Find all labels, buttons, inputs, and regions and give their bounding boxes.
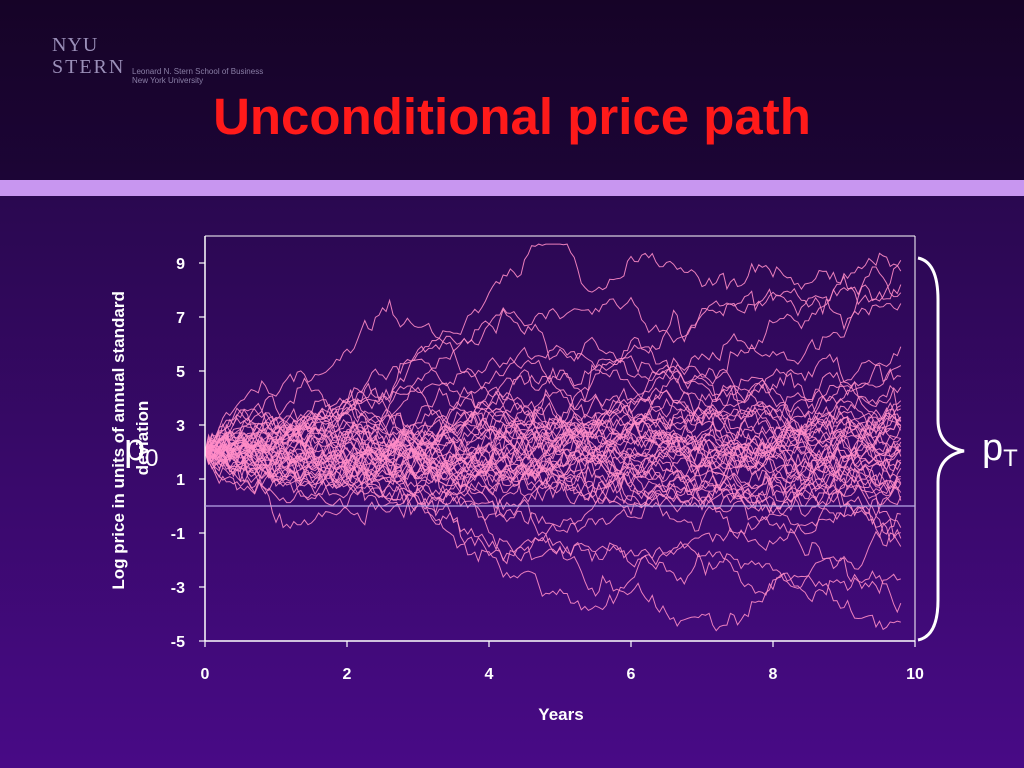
x-axis-ticks: 0 2 4 6 8 10 [201, 641, 924, 683]
y-axis-label: Log price in units of annual standard de… [109, 286, 152, 589]
y-tick-label: 9 [176, 256, 185, 273]
chart-frame [204, 235, 916, 642]
slide-title: Unconditional price path [213, 88, 811, 145]
price-path [204, 451, 901, 631]
school-name: Leonard N. Stern School of Business New … [132, 67, 263, 85]
x-tick-label: 2 [343, 666, 352, 683]
price-path [204, 429, 902, 530]
logo-nyu: NYU [52, 34, 99, 56]
price-path [204, 384, 902, 484]
pT-label: pT [982, 428, 1018, 479]
y-tick-label: 7 [176, 310, 185, 327]
p0-letter: p [124, 427, 146, 469]
price-path [204, 404, 902, 494]
x-tick-label: 0 [201, 666, 210, 683]
price-path [204, 408, 902, 487]
y-axis-ticks: -5 -3 -1 1 3 5 7 9 [171, 256, 205, 651]
price-path [204, 353, 902, 486]
price-path [204, 422, 902, 547]
nyu-stern-logo: NYU STERN Leonard N. Stern School of Bus… [52, 34, 292, 90]
y-tick-label: 1 [176, 472, 185, 489]
price-path [204, 387, 902, 488]
p0-label: p0 [124, 428, 159, 479]
x-axis-label: Years [538, 705, 583, 724]
price-path [204, 368, 902, 484]
x-tick-label: 6 [627, 666, 636, 683]
header-divider-band [0, 180, 1024, 196]
pT-letter: p [982, 427, 1004, 469]
price-path [204, 303, 902, 468]
price-path [204, 412, 902, 535]
x-tick-label: 4 [485, 666, 494, 683]
y-tick-label: 5 [176, 364, 185, 381]
y-tick-label: -5 [171, 634, 185, 651]
price-path [204, 405, 902, 499]
x-tick-label: 8 [769, 666, 778, 683]
price-path [204, 420, 902, 499]
price-path [204, 365, 902, 495]
price-path [204, 430, 902, 632]
p0-subscript: 0 [145, 445, 159, 472]
price-path [204, 399, 902, 488]
y-tick-label: 3 [176, 418, 185, 435]
price-path [204, 407, 902, 478]
pT-subscript: T [1003, 445, 1018, 472]
price-path [204, 398, 902, 513]
y-tick-label: -1 [171, 526, 185, 543]
school-line-2: New York University [132, 76, 204, 85]
price-path [204, 390, 902, 476]
school-line-1: Leonard N. Stern School of Business [132, 67, 264, 76]
price-path [204, 419, 902, 528]
pT-curly-brace [917, 256, 965, 642]
price-path [204, 260, 902, 459]
price-path [204, 414, 902, 498]
price-paths [204, 243, 902, 632]
price-path [204, 243, 902, 453]
price-path [204, 408, 901, 543]
price-path [204, 404, 902, 501]
logo-wordmark: NYU STERN [52, 34, 125, 78]
logo-stern: STERN [52, 56, 126, 78]
y-tick-label: -3 [171, 580, 185, 597]
x-tick-label: 10 [906, 666, 924, 683]
